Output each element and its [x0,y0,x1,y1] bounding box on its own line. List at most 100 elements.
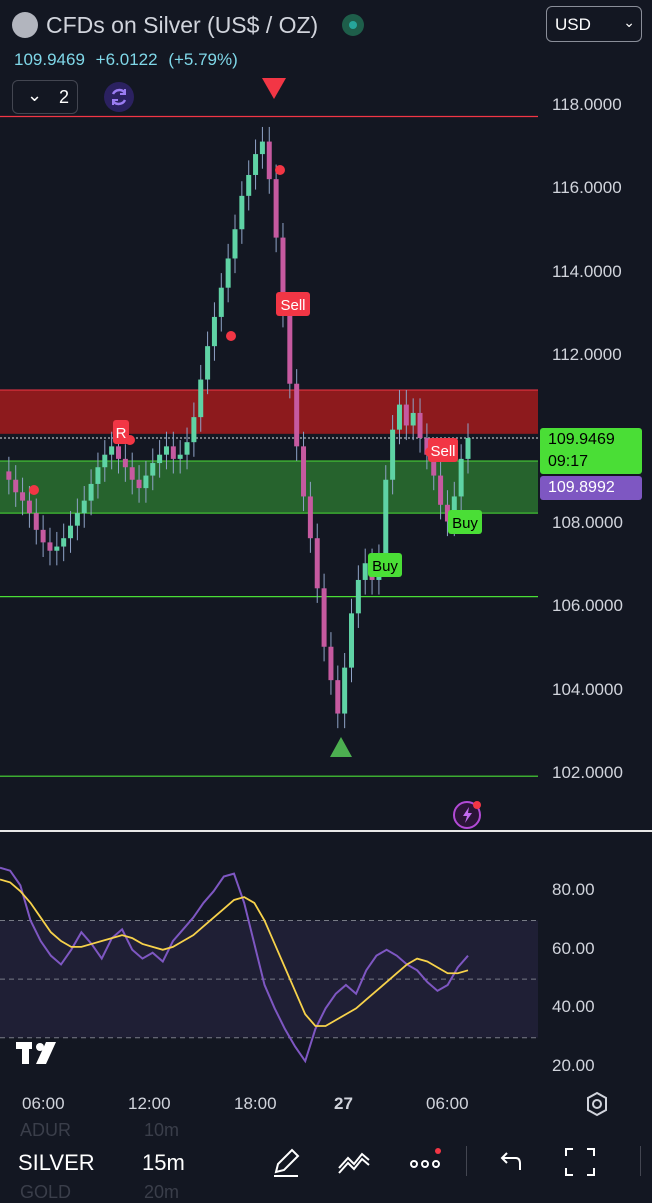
toolbar-divider [640,1146,641,1176]
candle-body [136,479,142,489]
ghost-symbol-above: ADUR [20,1120,72,1140]
ghost-interval-below: 20m [144,1182,180,1202]
candle-body [122,458,128,468]
candle-body [342,667,348,714]
rsi-tick: 20.00 [552,1056,595,1075]
candle-body [362,563,368,580]
candle-body [328,646,334,681]
swing-dot [29,485,39,495]
supply-zone [0,389,538,434]
signal-label-box [428,438,458,462]
candle-body [26,500,32,514]
price-tick: 108.0000 [552,513,623,532]
symbol-title[interactable]: CFDs on Silver (US$ / OZ) [46,12,319,38]
tradingview-logo-icon [16,1036,64,1075]
rsi-tick: 60.00 [552,939,595,958]
candle-body [396,404,402,430]
time-tick: 18:00 [234,1094,277,1113]
price-tick: 116.0000 [552,178,622,197]
settings-gear-icon[interactable] [584,1091,610,1117]
candle-body [218,287,224,317]
time-tick: 12:00 [128,1094,171,1113]
swing-dot [275,165,285,175]
time-tick: 06:00 [426,1094,469,1113]
bottom-signal-triangle [330,737,352,757]
fullscreen-icon[interactable] [562,1146,598,1178]
market-status-icon[interactable] [342,14,364,36]
currency-select[interactable]: USD ⌄ [546,6,642,42]
interval-button[interactable]: 15m [142,1150,185,1175]
candle-body [294,383,300,447]
last-price-badge-value: 109.9469 [548,431,615,448]
candle-body [109,446,115,455]
candle-body [403,404,409,426]
candle-body [211,316,217,347]
price-tick: 114.0000 [552,262,622,281]
candle-body [20,492,26,501]
candle-body [13,479,19,493]
price-tick: 102.0000 [552,763,623,782]
candle-body [129,467,135,480]
bottom-toolbar [0,1120,652,1200]
demand-zone [0,460,538,514]
candle-body [335,680,341,714]
candle-body [232,229,238,259]
candle-body [253,154,259,175]
signal-label: Sell [280,297,305,314]
candle-body [116,446,121,459]
candle-body [301,446,307,497]
candle-body [239,195,245,230]
last-price-badge: 109.9469 09:17 [540,428,642,474]
last-price: 109.9469 [14,50,85,69]
candle-body [102,454,108,468]
toolbar-divider [466,1146,467,1176]
candle-body [390,429,396,480]
candle-body [417,412,423,438]
top-signal-triangle [262,78,286,99]
price-change-pct: (+5.79%) [168,50,238,69]
candle-body [177,454,183,459]
time-tick-day: 27 [334,1094,353,1113]
candle-body [157,454,163,464]
candle-body [280,237,286,313]
rsi-band [0,920,538,1038]
candle-body [314,538,320,589]
pane-separator[interactable] [0,830,652,832]
candle-body [458,458,464,497]
candle-body [266,141,272,180]
price-tick: 106.0000 [552,596,623,615]
candle-body [205,346,211,380]
alert-icon[interactable] [452,798,484,830]
symbol-button[interactable]: SILVER [18,1150,95,1175]
candle-body [349,613,354,668]
indicator-collapse-button[interactable]: ⌄ 2 [12,80,78,114]
candle-body [444,504,450,522]
candle-body [451,496,457,522]
candle-body [95,467,101,484]
candle-body [47,542,53,551]
candle-body [225,258,231,288]
price-tick: 112.0000 [552,345,622,364]
signal-label-box [368,553,402,577]
price-tick: 104.0000 [552,680,623,699]
drawing-pencil-icon[interactable] [268,1146,304,1178]
indicators-icon[interactable] [336,1146,372,1178]
silver-logo-icon [12,12,38,38]
price-tick: 118.0000 [552,95,622,114]
candle-body [438,475,444,505]
undo-icon[interactable] [492,1146,528,1178]
candle-body [74,513,80,526]
more-options-icon[interactable] [406,1146,442,1178]
refresh-icon[interactable] [104,82,134,112]
candle-body [198,379,204,418]
candle-body [465,438,471,459]
chevron-down-icon: ⌄ [27,85,43,105]
time-tick: 06:00 [22,1094,65,1113]
candle-body [191,417,197,443]
candle-body [170,446,176,459]
signal-label: Buy [452,515,478,532]
indicator-count: 2 [59,87,70,107]
candle-body [163,446,169,455]
candle-body [33,513,39,530]
